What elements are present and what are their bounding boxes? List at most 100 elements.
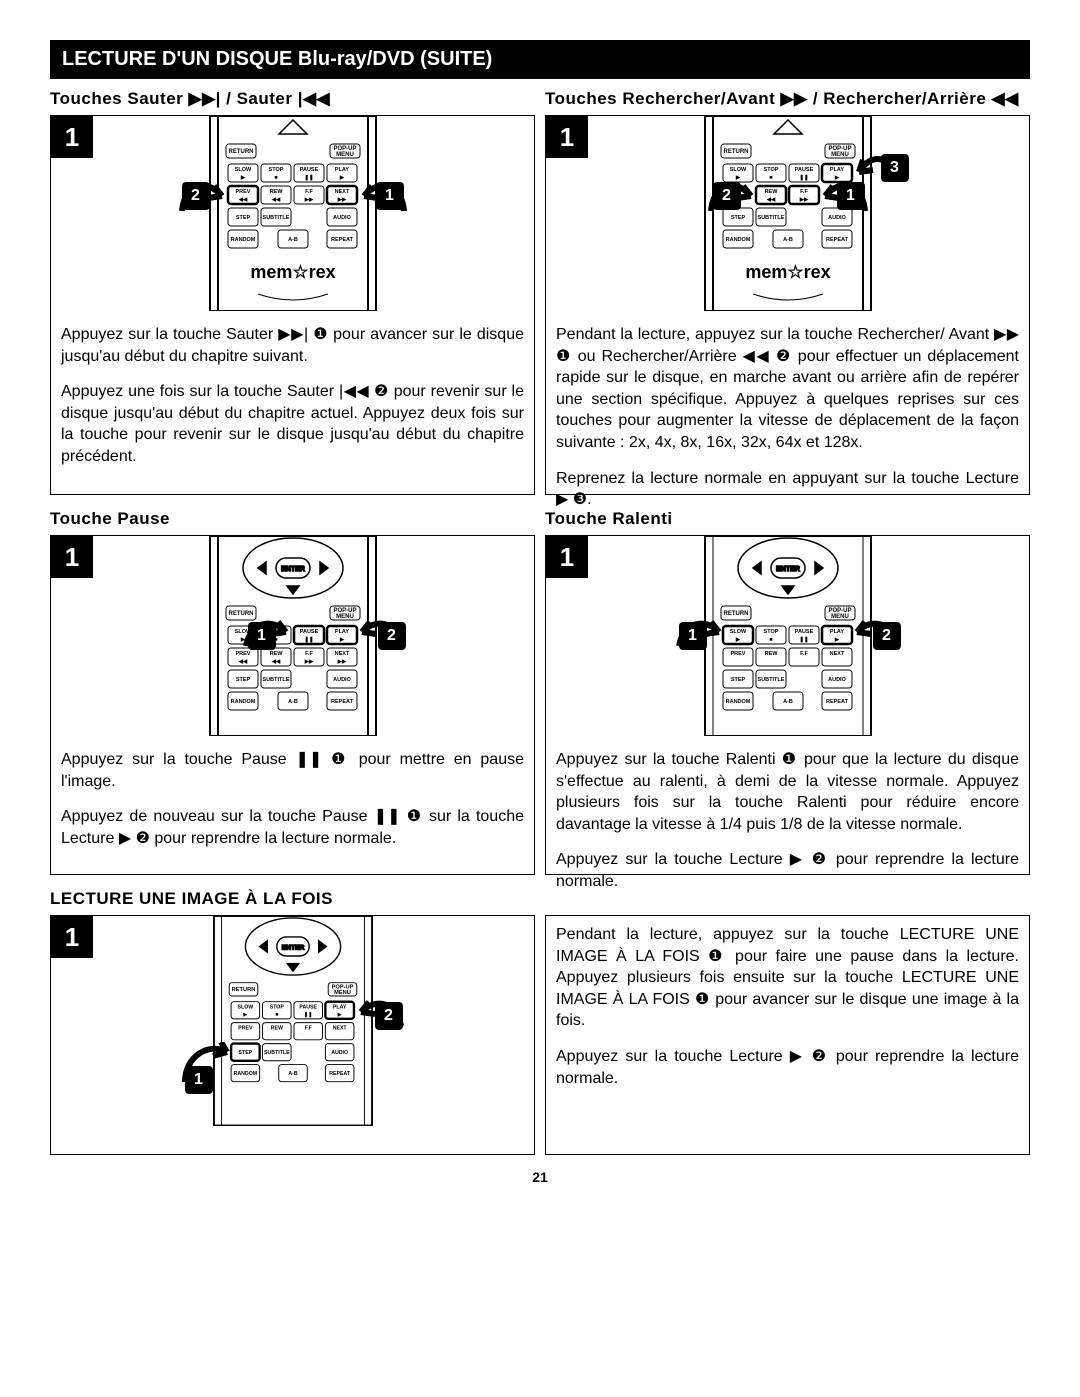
svg-text:▶: ▶ [833, 636, 839, 643]
svg-text:▶▶: ▶▶ [336, 658, 346, 665]
description-slow: Appuyez sur la touche Ralenti ❶ pour que… [546, 741, 1029, 905]
svg-text:STEP: STEP [235, 677, 250, 683]
description-step: Pendant la lecture, appuyez sur la touch… [546, 916, 1029, 1101]
svg-text:ENTER: ENTER [281, 566, 305, 573]
svg-text:RANDOM: RANDOM [230, 699, 255, 705]
panel-step-text: Pendant la lecture, appuyez sur la touch… [545, 915, 1030, 1155]
text: Appuyez sur la touche Lecture ▶ ❷ pour r… [556, 1046, 1019, 1089]
callout-3: 3 [881, 154, 909, 182]
svg-text:PAUSE: PAUSE [299, 167, 318, 173]
text: Appuyez sur la touche Sauter ▶▶| ❶ pour … [61, 324, 524, 367]
svg-text:SLOW: SLOW [237, 1004, 253, 1010]
svg-text:▶: ▶ [239, 174, 245, 181]
step-number: 1 [51, 536, 93, 578]
svg-text:PLAY: PLAY [829, 629, 843, 635]
svg-text:SUBTITLE: SUBTITLE [262, 677, 289, 683]
svg-text:■: ■ [274, 175, 277, 181]
callout-2: 2 [375, 1002, 403, 1030]
svg-text:PAUSE: PAUSE [794, 167, 813, 173]
svg-text:mem☆rex: mem☆rex [250, 262, 335, 282]
svg-text:F.F: F.F [800, 189, 808, 195]
panel-skip: 1 [50, 115, 535, 495]
step-number: 1 [51, 116, 93, 158]
description-search: Pendant la lecture, appuyez sur la touch… [546, 316, 1029, 523]
svg-text:STOP: STOP [763, 167, 778, 173]
svg-text:ENTER: ENTER [776, 566, 800, 573]
description-skip: Appuyez sur la touche Sauter ▶▶| ❶ pour … [51, 316, 534, 480]
svg-text:F.F: F.F [800, 651, 808, 657]
svg-text:RETURN: RETURN [231, 987, 255, 993]
text: Appuyez sur la touche Ralenti ❶ pour que… [556, 749, 1019, 835]
callout-2: 2 [713, 182, 741, 210]
svg-text:AUDIO: AUDIO [828, 677, 846, 683]
svg-text:■: ■ [769, 637, 772, 643]
svg-text:SUBTITLE: SUBTITLE [262, 215, 289, 221]
svg-text:MENU: MENU [334, 990, 351, 996]
text: Reprenez la lecture normale en appuyant … [556, 468, 1019, 511]
svg-text:▶: ▶ [734, 636, 740, 643]
text: Appuyez sur la touche Lecture ▶ ❷ pour r… [556, 849, 1019, 892]
svg-text:◀◀: ◀◀ [270, 196, 280, 203]
svg-text:REW: REW [270, 1025, 282, 1031]
svg-text:F.F: F.F [305, 651, 313, 657]
svg-text:REPEAT: REPEAT [331, 237, 354, 243]
row-pause-slow: Touche Pause 1 [50, 505, 1030, 875]
panel-pause: 1 [50, 535, 535, 875]
svg-text:◀◀: ◀◀ [237, 196, 247, 203]
svg-text:STEP: STEP [238, 1050, 252, 1056]
text: Appuyez de nouveau sur la touche Pause ❚… [61, 806, 524, 849]
svg-text:RETURN: RETURN [723, 149, 748, 155]
svg-text:❚❚: ❚❚ [799, 636, 808, 643]
svg-text:STOP: STOP [763, 629, 778, 635]
svg-text:REPEAT: REPEAT [331, 699, 354, 705]
text: Pendant la lecture, appuyez sur la touch… [556, 924, 1019, 1032]
description-pause: Appuyez sur la touche Pause ❚❚ ❶ pour me… [51, 741, 534, 861]
page-number: 21 [50, 1169, 1030, 1185]
svg-text:NEXT: NEXT [332, 1025, 347, 1031]
svg-text:NEXT: NEXT [334, 189, 349, 195]
svg-text:A-B: A-B [288, 237, 298, 243]
svg-text:❚❚: ❚❚ [799, 174, 808, 181]
svg-text:REPEAT: REPEAT [826, 237, 849, 243]
step-number: 1 [51, 916, 93, 958]
svg-text:REW: REW [764, 189, 778, 195]
svg-text:PAUSE: PAUSE [794, 629, 813, 635]
svg-text:▶▶: ▶▶ [336, 196, 346, 203]
svg-text:SUBTITLE: SUBTITLE [264, 1050, 290, 1056]
svg-text:■: ■ [769, 175, 772, 181]
callout-1: 1 [248, 622, 276, 650]
svg-text:◀◀: ◀◀ [765, 196, 775, 203]
svg-text:▶▶: ▶▶ [303, 658, 313, 665]
svg-text:■: ■ [275, 1012, 278, 1018]
svg-text:RANDOM: RANDOM [725, 699, 750, 705]
text: Pendant la lecture, appuyez sur la touch… [556, 324, 1019, 454]
svg-text:◀◀: ◀◀ [237, 658, 247, 665]
svg-text:A-B: A-B [783, 699, 793, 705]
panel-step-remote: 1 ENTER [50, 915, 535, 1155]
svg-text:REW: REW [269, 189, 283, 195]
svg-text:RETURN: RETURN [228, 149, 253, 155]
svg-text:PLAY: PLAY [332, 1004, 346, 1010]
svg-text:REPEAT: REPEAT [826, 699, 849, 705]
row-step: 1 ENTER [50, 915, 1030, 1155]
svg-text:▶▶: ▶▶ [303, 196, 313, 203]
callout-1: 1 [679, 622, 707, 650]
callout-2: 2 [182, 182, 210, 210]
step-number: 1 [546, 116, 588, 158]
svg-text:PLAY: PLAY [334, 167, 348, 173]
svg-text:NEXT: NEXT [829, 651, 844, 657]
svg-text:MENU: MENU [831, 152, 849, 158]
heading-skip: Touches Sauter ▶▶| / Sauter |◀◀ [50, 89, 535, 109]
svg-text:F.F: F.F [305, 189, 313, 195]
callout-2: 2 [378, 622, 406, 650]
svg-text:STOP: STOP [268, 167, 283, 173]
svg-text:PAUSE: PAUSE [299, 1004, 317, 1010]
svg-text:PLAY: PLAY [334, 629, 348, 635]
heading-pause: Touche Pause [50, 509, 535, 529]
svg-text:STEP: STEP [730, 677, 745, 683]
callout-2: 2 [873, 622, 901, 650]
svg-text:NEXT: NEXT [334, 651, 349, 657]
row-skip-search: Touches Sauter ▶▶| / Sauter |◀◀ 1 [50, 85, 1030, 495]
svg-text:◀◀: ◀◀ [270, 658, 280, 665]
svg-text:▶▶: ▶▶ [798, 196, 808, 203]
